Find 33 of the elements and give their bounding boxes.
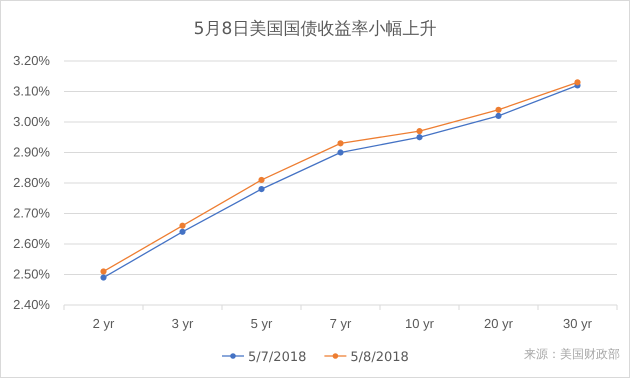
point bbox=[337, 140, 344, 146]
point bbox=[337, 149, 344, 156]
y-tick-label: 2.80% bbox=[13, 175, 50, 190]
y-tick-label: 3.20% bbox=[13, 53, 50, 68]
point bbox=[416, 128, 423, 134]
point bbox=[179, 228, 186, 235]
y-tick-label: 2.90% bbox=[13, 144, 50, 160]
x-tick-label: 7 yr bbox=[330, 316, 352, 332]
point bbox=[416, 134, 423, 140]
x-tick-label: 3 yr bbox=[172, 316, 194, 332]
y-tick-label: 2.70% bbox=[13, 206, 50, 221]
y-tick-label: 2.40% bbox=[13, 297, 50, 312]
x-tick-label: 10 yr bbox=[405, 316, 435, 332]
point bbox=[574, 79, 581, 86]
legend-label: 5/7/2018 bbox=[248, 350, 306, 365]
point bbox=[179, 222, 186, 229]
point bbox=[100, 274, 107, 281]
x-tick-label: 20 yr bbox=[484, 316, 514, 332]
chart-title: 5月8日美国国债收益率小幅上升 bbox=[194, 19, 436, 39]
point bbox=[495, 106, 502, 113]
point bbox=[495, 112, 502, 119]
point bbox=[258, 176, 265, 184]
source-note: 来源：美国财政部 bbox=[524, 347, 620, 361]
point bbox=[100, 268, 107, 275]
y-tick-label: 3.00% bbox=[13, 114, 50, 130]
x-tick-label: 30 yr bbox=[563, 316, 593, 332]
y-tick-label: 3.10% bbox=[13, 84, 50, 99]
x-tick-label: 2 yr bbox=[92, 316, 116, 332]
x-tick-label: 5 yr bbox=[250, 316, 274, 332]
legend-label: 5/8/2018 bbox=[350, 350, 409, 365]
y-tick-label: 2.60% bbox=[13, 236, 50, 252]
point bbox=[258, 186, 265, 192]
y-tick-label: 2.50% bbox=[13, 266, 50, 282]
